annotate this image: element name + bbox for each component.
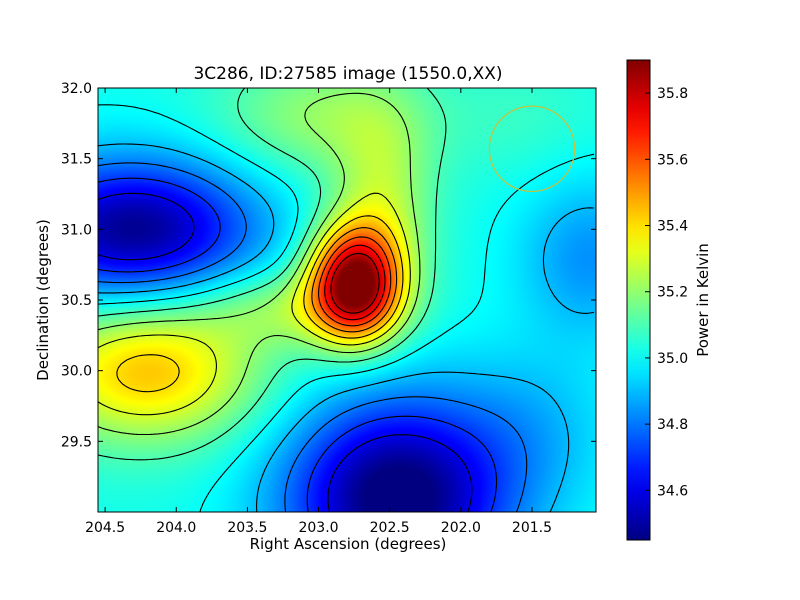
colorbar-tick-label-4: 35.4 xyxy=(657,219,688,235)
heatmap-image xyxy=(98,88,596,512)
contour-line-12 xyxy=(330,252,380,314)
colorbar-ticks: 34.6 34.8 35.0 35.2 35.4 35.6 35.8 xyxy=(645,86,688,499)
x-tick-label-2: 203.5 xyxy=(227,520,267,536)
colorbar-tick-label-5: 35.6 xyxy=(657,152,688,168)
x-tick-label-5: 202.0 xyxy=(441,520,481,536)
chart-title: 3C286, ID:27585 image (1550.0,XX) xyxy=(193,64,502,84)
contour-line-9 xyxy=(311,227,398,333)
colorbar-tick-label-6: 35.8 xyxy=(657,86,688,102)
contour-line-6 xyxy=(98,92,421,436)
y-tick-label-1: 30.0 xyxy=(61,364,92,380)
x-tick-label-3: 203.0 xyxy=(298,520,338,536)
contour-line-0 xyxy=(98,192,473,512)
x-tick-label-4: 202.5 xyxy=(370,520,410,536)
colorbar-tick-label-3: 35.2 xyxy=(657,285,688,301)
x-tick-label-0: 204.5 xyxy=(85,520,125,536)
contour-line-2 xyxy=(98,162,528,512)
contour-line-5 xyxy=(98,88,447,461)
colorbar-label: Power in Kelvin xyxy=(694,243,712,357)
beam-circle xyxy=(488,105,576,193)
contour-line-3 xyxy=(98,143,595,512)
contour-line-11 xyxy=(324,244,386,321)
y-tick-label-2: 30.5 xyxy=(61,293,92,309)
y-tick-label-4: 31.5 xyxy=(61,152,92,168)
contour-line-7 xyxy=(98,192,411,416)
y-tick-label-0: 29.5 xyxy=(61,434,92,450)
y-axis-ticks: 29.5 30.0 30.5 31.0 31.5 32.0 xyxy=(61,81,596,450)
contour-line-1 xyxy=(98,177,498,512)
colorbar-tick-label-2: 35.0 xyxy=(657,351,688,367)
contour-lines xyxy=(98,88,595,512)
colorbar-tick-label-0: 34.6 xyxy=(657,483,688,499)
x-axis-label: Right Ascension (degrees) xyxy=(250,535,447,553)
x-tick-label-1: 204.0 xyxy=(156,520,196,536)
x-axis-ticks: 204.5 204.0 203.5 203.0 202.5 202.0 201.5 xyxy=(85,88,552,536)
y-tick-label-3: 31.0 xyxy=(61,222,92,238)
contour-line-4 xyxy=(98,104,595,512)
contour-line-10 xyxy=(318,236,392,327)
colorbar xyxy=(626,59,651,541)
y-axis-label: Declination (degrees) xyxy=(34,219,52,381)
x-tick-label-6: 201.5 xyxy=(512,520,552,536)
colorbar-tick-label-1: 34.8 xyxy=(657,417,688,433)
y-tick-label-5: 32.0 xyxy=(61,81,92,97)
contour-line-8 xyxy=(116,215,404,393)
